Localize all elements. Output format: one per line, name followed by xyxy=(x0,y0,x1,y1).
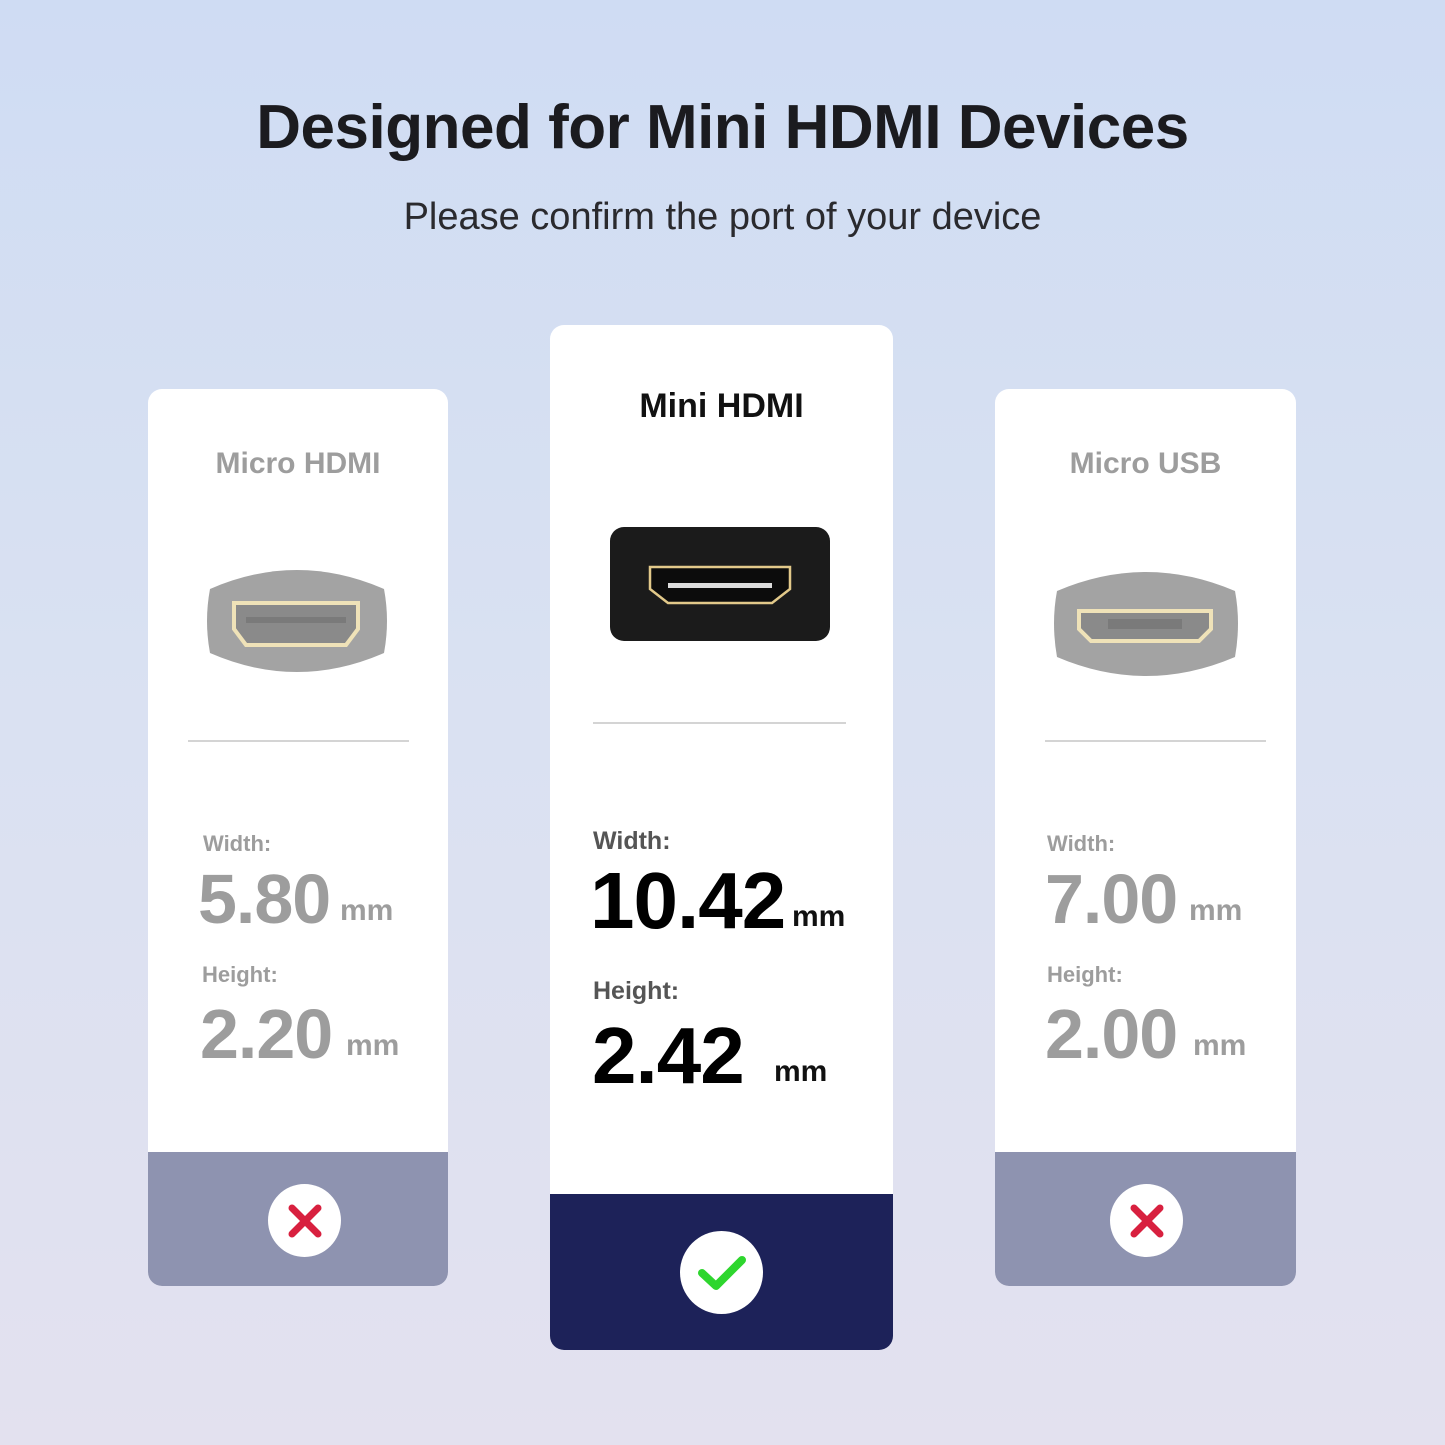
micro-usb-port-icon xyxy=(1054,572,1238,676)
width-label: Width: xyxy=(203,831,272,856)
divider xyxy=(188,740,409,742)
card-name: Mini HDMI xyxy=(639,387,804,425)
height-value: 2.20 xyxy=(200,995,333,1073)
status-footer xyxy=(550,1194,893,1350)
width-value: 5.80 xyxy=(198,860,331,938)
x-icon xyxy=(1110,1184,1183,1257)
width-label: Width: xyxy=(593,827,671,855)
width-label: Width: xyxy=(1047,831,1116,856)
card-name: Micro USB xyxy=(1069,447,1222,480)
card-micro-hdmi: Micro HDMI Width: 5.80 mm Height: 2.20 m… xyxy=(148,389,448,1286)
x-icon xyxy=(268,1184,341,1257)
mini-hdmi-port-icon xyxy=(610,527,830,641)
card-micro-usb: Micro USB Width: 7.00 mm Height: 2.00 mm xyxy=(995,389,1296,1286)
height-value: 2.00 xyxy=(1045,995,1178,1073)
height-label: Height: xyxy=(593,977,680,1005)
card-mini-hdmi: Mini HDMI Width: 10.42 mm Height: 2.42 m… xyxy=(550,325,893,1350)
height-unit: mm xyxy=(346,1029,400,1062)
status-footer xyxy=(995,1152,1296,1286)
divider xyxy=(593,722,846,724)
height-unit: mm xyxy=(1193,1029,1247,1062)
height-value: 2.42 xyxy=(592,1011,745,1100)
width-unit: mm xyxy=(1189,894,1243,927)
height-unit: mm xyxy=(774,1055,828,1088)
height-label: Height: xyxy=(1047,962,1123,987)
height-label: Height: xyxy=(202,962,278,987)
width-unit: mm xyxy=(792,900,846,933)
width-value: 10.42 xyxy=(590,856,786,945)
card-name: Micro HDMI xyxy=(215,447,381,480)
page-title: Designed for Mini HDMI Devices xyxy=(256,93,1189,162)
page-subtitle: Please confirm the port of your device xyxy=(403,196,1042,238)
check-icon xyxy=(680,1231,763,1314)
width-value: 7.00 xyxy=(1045,860,1178,938)
status-footer xyxy=(148,1152,448,1286)
micro-hdmi-port-icon xyxy=(207,570,387,672)
divider xyxy=(1045,740,1266,742)
width-unit: mm xyxy=(340,894,394,927)
